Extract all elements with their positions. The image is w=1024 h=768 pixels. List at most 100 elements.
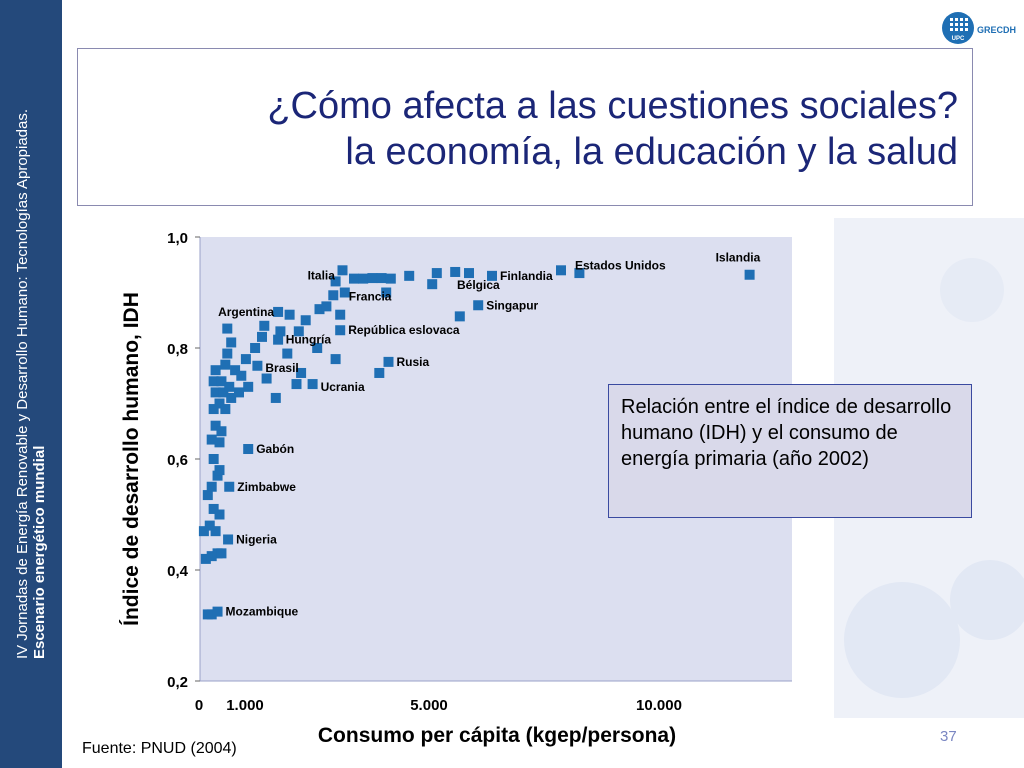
data-point	[206, 609, 217, 620]
point-label: Brasil	[265, 361, 298, 375]
x-tick-label: 10.000	[636, 697, 682, 714]
data-point	[216, 376, 227, 387]
data-point-brasil	[252, 360, 263, 371]
data-point	[314, 304, 325, 315]
data-point-república-eslovaca	[335, 325, 346, 336]
data-point	[427, 279, 438, 290]
data-point-rusia	[383, 356, 394, 367]
data-point	[210, 387, 221, 398]
note-box: Relación entre el índice de desarrollo h…	[608, 384, 972, 518]
data-point	[431, 268, 442, 279]
data-point	[206, 434, 217, 445]
data-point	[204, 520, 215, 531]
logo-badge-text: UPC	[952, 36, 965, 42]
data-point	[330, 354, 341, 365]
data-point-ucrania	[307, 379, 318, 390]
data-point	[282, 348, 293, 359]
data-point	[212, 470, 223, 481]
data-point	[208, 454, 219, 464]
background-circle	[940, 258, 1004, 322]
data-point	[270, 392, 281, 403]
data-point-italia	[330, 276, 341, 287]
data-point	[257, 331, 267, 342]
data-point-islandia	[744, 269, 755, 280]
data-point	[208, 404, 219, 415]
data-point	[450, 266, 461, 277]
background-circle	[844, 582, 960, 698]
data-point	[220, 359, 231, 370]
data-point	[293, 326, 304, 337]
data-point	[284, 309, 295, 320]
data-point	[208, 503, 219, 514]
data-point	[214, 437, 225, 448]
data-point	[574, 268, 585, 279]
point-label: Italia	[308, 268, 336, 282]
data-point	[234, 387, 244, 398]
data-point	[328, 290, 339, 301]
data-point	[230, 365, 241, 376]
data-point	[250, 343, 261, 353]
point-label: Argentina	[218, 305, 274, 319]
point-label: Mozambique	[226, 605, 299, 619]
data-point	[261, 373, 272, 384]
point-label: Zimbabwe	[237, 480, 296, 494]
y-tick-label: 0,6	[167, 452, 188, 469]
data-point-mozambique	[212, 606, 223, 617]
x-axis-title: Consumo per cápita (kgep/persona)	[318, 724, 676, 747]
point-label: Ucrania	[321, 380, 365, 394]
page-title: ¿Cómo afecta a las cuestiones sociales? …	[267, 83, 958, 175]
data-point	[275, 326, 286, 337]
x-tick-label: 5.000	[410, 697, 448, 714]
y-tick-label: 0,4	[167, 563, 189, 580]
logo: UPC GRECDH	[942, 12, 1016, 44]
x-tick-label: 0	[195, 697, 203, 714]
data-point-finlandia	[487, 270, 497, 281]
data-point	[296, 367, 307, 378]
data-point	[226, 392, 237, 403]
title-line-1: ¿Cómo afecta a las cuestiones sociales?	[267, 85, 958, 127]
data-point	[226, 337, 237, 348]
data-point	[236, 370, 247, 381]
logo-text: GRECDH	[977, 25, 1016, 35]
data-point-francia	[385, 273, 396, 284]
data-point	[404, 270, 415, 281]
data-point	[220, 404, 231, 415]
y-tick-label: 0,2	[167, 674, 188, 691]
title-box: ¿Cómo afecta a las cuestiones sociales? …	[77, 48, 973, 206]
data-point	[321, 301, 332, 312]
data-point-argentina	[273, 306, 284, 317]
data-point	[374, 367, 385, 378]
data-point	[339, 287, 350, 298]
sidebar: IV Jornadas de Energía Renovable y Desar…	[0, 0, 62, 768]
data-point-hungría	[300, 315, 311, 326]
data-point	[335, 309, 346, 320]
data-point	[216, 426, 227, 437]
point-label: Francia	[349, 290, 392, 304]
y-tick-label: 1,0	[167, 230, 188, 247]
x-tick-label: 1.000	[226, 697, 264, 714]
data-point	[218, 387, 229, 398]
data-point	[214, 509, 225, 520]
data-point	[349, 273, 359, 284]
data-point	[214, 465, 225, 476]
data-point	[376, 273, 387, 284]
data-point	[222, 323, 233, 334]
y-tick-label: 0,8	[167, 341, 188, 358]
data-point-nigeria	[223, 534, 234, 545]
point-label: Rusia	[397, 355, 430, 369]
point-label: Singapur	[486, 298, 538, 312]
data-point	[202, 490, 213, 501]
data-point	[454, 311, 465, 322]
point-label: Hungría	[286, 332, 332, 346]
data-point	[381, 287, 392, 298]
data-point	[367, 273, 378, 284]
data-point	[222, 348, 233, 359]
data-point	[210, 526, 221, 537]
data-point	[291, 379, 302, 390]
data-point	[200, 553, 211, 564]
data-point-gabón	[243, 444, 254, 455]
data-point	[259, 320, 270, 331]
data-point	[273, 334, 284, 345]
data-point	[206, 551, 217, 562]
y-axis-title: Índice de desarrollo humano, IDH	[120, 292, 143, 626]
